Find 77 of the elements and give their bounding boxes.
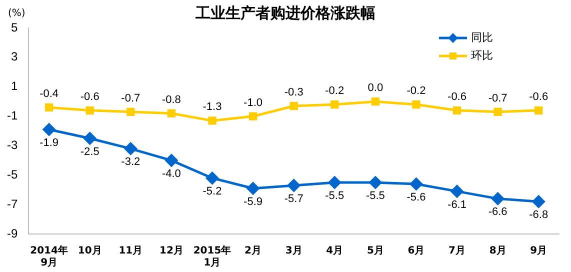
x-tick-label: 6月	[408, 246, 425, 257]
point	[369, 176, 382, 189]
data-label: -6.1	[448, 198, 466, 211]
data-label: -6.8	[529, 209, 548, 222]
data-label: -5.9	[244, 196, 263, 208]
data-label: -0.2	[325, 85, 344, 98]
point	[290, 102, 298, 110]
data-label: -1.3	[202, 101, 222, 114]
point	[167, 109, 176, 118]
x-tick-label: 12月	[159, 246, 184, 257]
x-tick-label: 11月	[118, 246, 143, 257]
x-tick-label: 2014年 9月	[30, 244, 68, 269]
y-tick-label: -3	[7, 138, 18, 152]
data-label: -3.2	[121, 156, 140, 168]
y-tick-label: -5	[7, 167, 18, 182]
point	[492, 192, 504, 205]
data-label: -5.7	[284, 192, 304, 205]
data-label: -0.6	[448, 90, 466, 103]
y-tick-label: 1	[10, 79, 18, 94]
legend-label: 同比	[471, 30, 493, 44]
x-tick-label: 7月	[448, 246, 466, 257]
point	[412, 100, 420, 109]
data-label: -0.2	[406, 85, 426, 98]
x-tick-label: 10月	[78, 246, 102, 257]
point	[206, 172, 218, 184]
point	[288, 179, 300, 192]
data-label: -0.3	[284, 86, 304, 99]
data-label: -5.5	[325, 190, 344, 202]
data-label: -6.6	[488, 206, 508, 218]
y-axis-title: (%)	[8, 8, 26, 19]
data-label: -4.0	[162, 168, 181, 180]
data-label: -5.2	[202, 186, 222, 198]
point	[86, 106, 94, 114]
y-tick-label: -7	[7, 196, 18, 211]
y-tick-label: -1	[7, 108, 18, 123]
point	[494, 108, 502, 116]
point	[44, 103, 54, 112]
data-label: -0.8	[162, 94, 181, 106]
point	[452, 106, 462, 114]
y-tick-label: 3	[10, 50, 18, 64]
data-label: -0.6	[80, 90, 100, 103]
x-tick-label: 2月	[244, 246, 262, 257]
point	[410, 178, 422, 190]
point	[208, 116, 216, 125]
data-label: -0.6	[529, 90, 548, 103]
point	[371, 97, 380, 106]
x-tick-label: 8月	[489, 246, 506, 257]
x-tick-label: 3月	[285, 246, 302, 257]
point	[42, 123, 56, 136]
point	[532, 195, 545, 208]
y-tick-label: 5	[10, 20, 18, 34]
point	[126, 108, 135, 116]
data-label: -1.0	[244, 96, 263, 109]
point	[84, 132, 96, 145]
point	[450, 185, 464, 198]
point	[330, 100, 339, 109]
chart-title: 工业生产者购进价格涨跌幅	[196, 4, 376, 22]
data-label: -2.5	[80, 146, 100, 158]
data-label: -0.7	[121, 92, 140, 104]
point	[246, 182, 260, 195]
data-label: 0.0	[368, 82, 384, 94]
point	[124, 142, 137, 155]
data-label: -0.4	[40, 88, 59, 100]
data-label: -5.6	[406, 192, 426, 204]
x-tick-label: 4月	[326, 246, 344, 257]
point	[165, 154, 178, 167]
data-label: -0.7	[488, 92, 508, 104]
x-tick-label: 2015年 1月	[193, 244, 232, 269]
point	[328, 176, 341, 189]
data-label: -5.5	[366, 190, 385, 202]
x-tick-label: 9月	[530, 246, 548, 257]
point	[248, 112, 258, 120]
legend-label: 环比	[471, 48, 493, 62]
y-tick-label: -9	[7, 226, 18, 240]
x-tick-label: 5月	[366, 246, 384, 257]
point	[534, 106, 543, 114]
data-label: -1.9	[40, 137, 59, 150]
